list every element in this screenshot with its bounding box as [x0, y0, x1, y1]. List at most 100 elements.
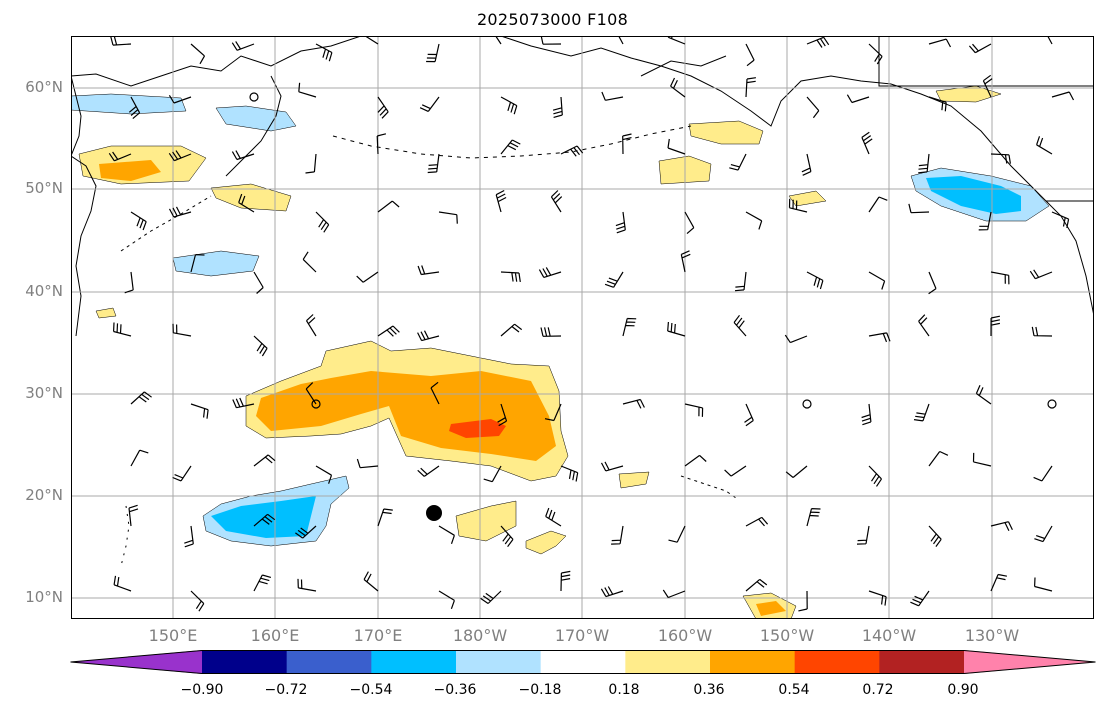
wind-barb: [785, 465, 808, 478]
wind-barb: [745, 43, 755, 67]
wind-barb: [684, 454, 707, 467]
wind-barb: [806, 508, 821, 527]
wind-barb: [975, 385, 992, 405]
wind-barb: [968, 43, 992, 54]
wind-barb: [784, 334, 808, 344]
colorbar-label: −0.54: [349, 682, 393, 698]
wind-barb: [600, 586, 624, 598]
lat-label: 40°N: [25, 282, 63, 300]
lon-label: 150°E: [148, 626, 198, 645]
colorbar-bin: [371, 650, 457, 674]
wind-barb: [618, 36, 624, 45]
wind-barb: [540, 327, 562, 337]
wind-barb: [113, 322, 132, 337]
wind-barb: [480, 590, 502, 604]
wind-barb: [253, 513, 276, 527]
wind-barb: [497, 403, 508, 427]
lat-label: 10°N: [25, 588, 63, 606]
wind-barb: [615, 211, 626, 234]
lat-label: 20°N: [25, 486, 63, 504]
wind-barb: [972, 452, 992, 467]
wind-barb: [500, 139, 521, 155]
wind-barb: [190, 403, 209, 419]
negative-anomaly-area: [71, 93, 187, 115]
wind-barb: [1034, 525, 1053, 543]
lat-label: 60°N: [25, 78, 63, 96]
wind-barb: [662, 589, 686, 599]
wind-barb: [184, 525, 194, 548]
lon-label: 160°E: [250, 626, 300, 645]
wind-barb: [611, 525, 624, 545]
wind-barb: [110, 36, 132, 46]
negative-anomaly-core: [926, 176, 1021, 214]
wind-barb: [798, 590, 808, 612]
positive-anomaly-area: [788, 190, 827, 207]
positive-anomaly-area: [525, 530, 567, 555]
wind-barb: [538, 267, 562, 278]
wind-barb: [483, 465, 502, 483]
gridlines: [71, 36, 1094, 619]
wind-barb: [238, 193, 255, 213]
wind-barb: [419, 96, 440, 112]
colorbar-bin: [286, 650, 372, 674]
wind-barb: [253, 454, 276, 467]
kamchatka-coastline: [225, 75, 282, 177]
wind-barb: [600, 461, 624, 472]
wind-barb: [801, 153, 812, 176]
wind-barb: [540, 36, 562, 45]
wind-barb: [545, 507, 562, 527]
wind-barb: [910, 590, 930, 607]
wind-barb: [495, 189, 507, 213]
anomaly-shading: [71, 85, 1050, 619]
wind-barb: [377, 96, 389, 119]
wind-barb: [426, 43, 440, 63]
colorbar-bin: [540, 650, 626, 674]
wind-barb: [861, 403, 872, 426]
wind-barb: [868, 332, 891, 343]
wind-barbs: [108, 36, 1075, 612]
wind-barb: [745, 211, 763, 230]
wind-barb: [622, 398, 645, 409]
wind-barb: [305, 153, 317, 174]
wind-barb: [928, 450, 949, 467]
wind-barb: [253, 271, 264, 294]
wind-barb: [745, 516, 769, 527]
wind-barb: [560, 570, 571, 592]
lon-label: 170°E: [353, 626, 403, 645]
calm-wind-circles: [249, 92, 1057, 409]
wind-barb: [978, 211, 992, 231]
wind-barb: [231, 41, 255, 51]
wind-barb: [560, 465, 579, 482]
alaska-coastline: [640, 55, 727, 77]
wind-barb: [1051, 91, 1075, 101]
lat-label: 30°N: [25, 384, 63, 402]
wind-barb: [806, 271, 824, 290]
wind-barb: [298, 82, 317, 98]
wind-barb: [560, 145, 584, 157]
wind-barb: [190, 43, 206, 65]
wind-barb: [913, 403, 930, 422]
wind-barb: [168, 206, 192, 218]
wind-barb: [667, 138, 686, 155]
map-panel: [71, 36, 1094, 619]
colorbar-outline: [70, 650, 1096, 674]
wind-barb: [928, 38, 952, 48]
colorbar-extend-min: [70, 650, 202, 674]
positive-anomaly-area: [618, 471, 650, 489]
wind-barb: [124, 271, 134, 294]
positive-anomaly-core: [756, 601, 786, 616]
wind-barb: [868, 271, 886, 290]
colorbar-extend-max: [964, 650, 1096, 674]
wind-barb: [253, 335, 268, 357]
colorbar-label: 0.90: [947, 682, 979, 698]
wind-barb: [427, 153, 440, 174]
wind-barb: [363, 571, 379, 592]
colorbar-label: 0.72: [862, 682, 894, 698]
wind-barb: [500, 323, 523, 337]
colorbar-label: −0.90: [180, 682, 224, 698]
wind-barb: [305, 382, 317, 405]
wind-barb: [168, 94, 192, 104]
wind-barb: [500, 271, 521, 282]
positive-anomaly-area: [688, 120, 764, 145]
wind-barb: [1051, 211, 1070, 229]
